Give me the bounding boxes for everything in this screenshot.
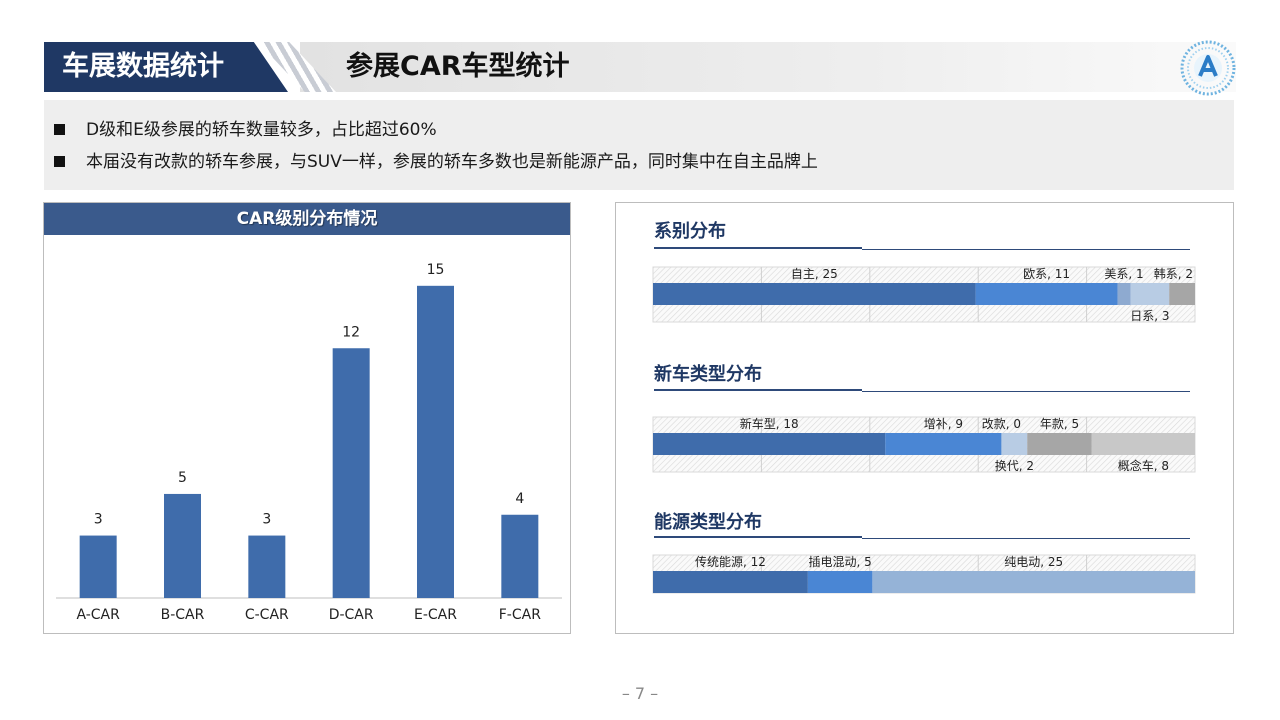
segment-label: 改款, 0 [982,417,1021,431]
x-tick-label: D-CAR [329,607,374,623]
segment-label: 自主, 25 [791,267,838,281]
section-underline [862,391,1190,392]
bullet-square-icon [54,124,65,135]
segment-插电混动 [807,571,873,593]
segment-传统能源 [653,571,808,593]
segment-label: 概念车, 8 [1118,458,1169,473]
data-label: 12 [342,324,360,340]
bullet-square-icon [54,156,65,167]
bar-a-car [79,535,117,598]
data-label: 3 [262,512,271,528]
bar-d-car [332,348,370,598]
chart-title: CAR级别分布情况 [44,203,570,235]
section-underline [862,538,1190,539]
newcar-section-title: 新车类型分布 [654,364,762,385]
segment-label: 新车型, 18 [740,416,799,431]
x-tick-label: E-CAR [414,607,457,623]
bar-f-car [501,514,539,598]
summary-box: D级和E级参展的轿车数量较多，占比超过60% 本届没有改款的轿车参展，与SUV一… [44,100,1234,190]
section-underline [654,389,862,391]
section-underline [862,249,1190,250]
section-underline [654,536,862,538]
series-section-title: 系别分布 [654,221,726,242]
bar-e-car [417,285,454,598]
segment-label: 美系, 1 [1104,267,1143,281]
segment-美系 [1117,283,1131,305]
data-label: 15 [427,262,445,278]
x-tick-label: B-CAR [161,607,205,623]
data-label: 5 [178,470,187,486]
segment-label: 纯电动, 25 [1004,555,1063,569]
bullet-item: D级和E级参展的轿车数量较多，占比超过60% [44,118,1234,150]
bar-c-car [248,535,286,598]
data-label: 3 [94,512,103,528]
bullet-text: 本届没有改款的轿车参展，与SUV一样，参展的轿车多数也是新能源产品，同时集中在自… [86,152,818,172]
stacked-bar-charts: 自主, 25 欧系, 11 美系, 1 日系, 3 韩系, 2 新车型, 18 增补, 9 改… [652,266,1196,594]
segment-自主 [653,283,976,305]
segment-纯电动 [872,571,1195,593]
segment-label: 增补, 9 [924,417,963,431]
energy-section-title: 能源类型分布 [654,512,762,533]
segment-label: 欧系, 11 [1023,267,1070,281]
segment-label: 插电混动, 5 [808,555,871,569]
page-number: – 7 – [621,684,659,703]
data-label: 4 [515,491,524,507]
logo-icon [1180,40,1236,96]
segment-概念车 [1091,433,1195,455]
x-tick-label: C-CAR [245,607,289,623]
x-tick-label: F-CAR [499,607,541,623]
segment-label: 日系, 3 [1130,309,1169,323]
page-title: 参展CAR车型统计 [346,51,570,82]
distribution-panel: 系别分布 新车类型分布 能源类型分布 自主, 25 欧系, 11 美系, 1 日系, … [615,202,1234,634]
segment-韩系 [1169,283,1195,305]
segment-label: 韩系, 2 [1154,266,1193,281]
bullet-item: 本届没有改款的轿车参展，与SUV一样，参展的轿车多数也是新能源产品，同时集中在自… [44,150,1234,182]
x-tick-label: A-CAR [76,607,120,623]
segment-label: 传统能源, 12 [695,554,766,569]
segment-label: 年款, 5 [1040,417,1079,431]
segment-label: 换代, 2 [995,459,1034,473]
level-bar-chart: 3 A-CAR 5 B-CAR 3 C-CAR 12 D-CAR 15 E-CAR 4 F-CAR [56,262,562,623]
segment-增补 [885,433,1002,455]
segment-欧系 [975,283,1118,305]
bullet-text: D级和E级参展的轿车数量较多，占比超过60% [86,120,437,140]
segment-新车型 [653,433,886,455]
segment-换代 [1001,433,1028,455]
bar-b-car [164,493,201,598]
section-label: 车展数据统计 [44,42,288,92]
segment-年款 [1027,433,1092,455]
segment-日系 [1130,283,1170,305]
section-underline [654,247,862,249]
level-distribution-panel: CAR级别分布情况 3 A-CAR 5 B-CAR 3 C-CAR 12 D-CAR 15 E-C… [43,202,571,634]
